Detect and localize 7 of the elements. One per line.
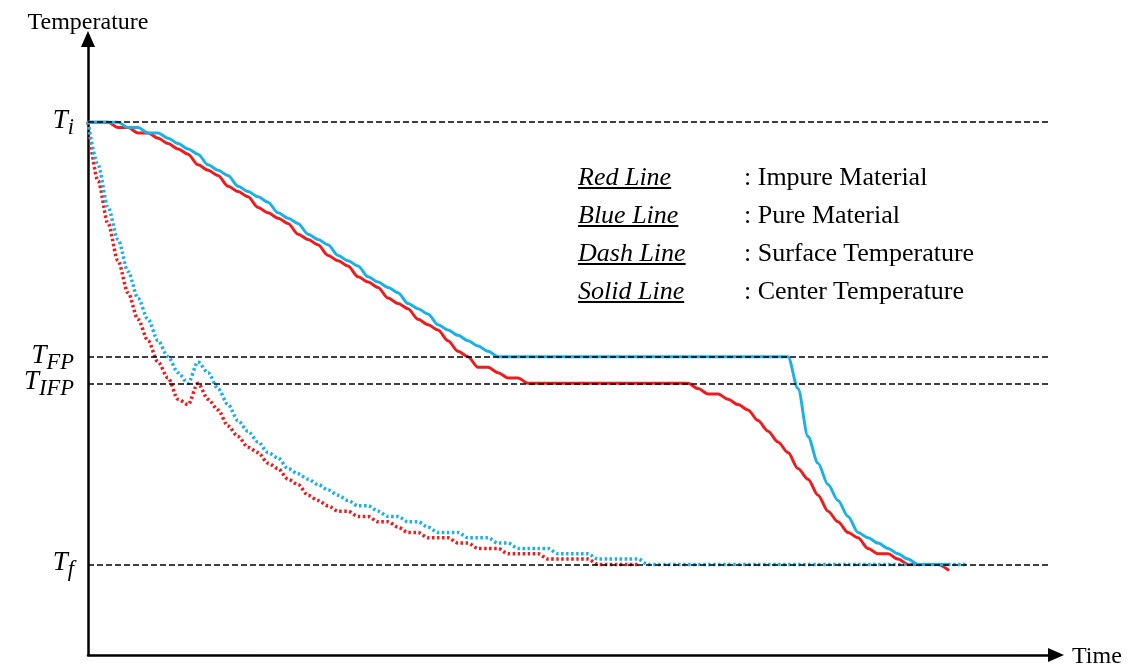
text: Solid Line : Center Temperature: [578, 276, 965, 305]
text: Blue Line : Pure Material: [578, 200, 900, 229]
text: Dash Line : Surface Temperature: [578, 238, 975, 267]
ref-line-label: T$_{i}$: [52, 103, 74, 142]
x-axis-title: Time: [1072, 642, 1122, 668]
text: Red Line : Impure Material: [578, 162, 928, 191]
y-axis-title: Temperature: [27, 8, 149, 34]
